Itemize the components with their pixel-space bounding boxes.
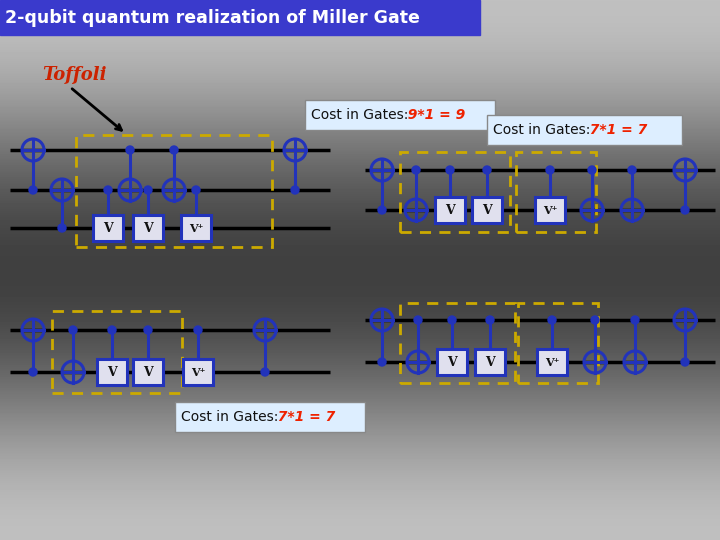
FancyBboxPatch shape bbox=[472, 197, 502, 223]
Text: V⁺: V⁺ bbox=[191, 367, 205, 377]
Text: V: V bbox=[485, 355, 495, 368]
Circle shape bbox=[414, 316, 422, 324]
Circle shape bbox=[681, 206, 689, 214]
FancyBboxPatch shape bbox=[437, 349, 467, 375]
Circle shape bbox=[170, 146, 178, 154]
Circle shape bbox=[628, 166, 636, 174]
Bar bbox=[0, 0, 480, 35]
Bar bbox=[305, 100, 495, 130]
Circle shape bbox=[261, 368, 269, 376]
FancyBboxPatch shape bbox=[537, 349, 567, 375]
Text: V: V bbox=[107, 366, 117, 379]
Text: V: V bbox=[103, 221, 113, 234]
Text: V⁺: V⁺ bbox=[543, 205, 557, 215]
Bar bbox=[52, 311, 182, 393]
Circle shape bbox=[58, 224, 66, 232]
Circle shape bbox=[448, 316, 456, 324]
Text: Toffoli: Toffoli bbox=[42, 66, 107, 84]
Circle shape bbox=[108, 326, 116, 334]
FancyBboxPatch shape bbox=[475, 349, 505, 375]
FancyBboxPatch shape bbox=[183, 359, 213, 385]
Text: 7*1 = 7: 7*1 = 7 bbox=[268, 410, 335, 424]
Circle shape bbox=[486, 316, 494, 324]
Bar bbox=[175, 402, 365, 432]
Text: V⁺: V⁺ bbox=[545, 356, 559, 368]
Circle shape bbox=[412, 166, 420, 174]
Circle shape bbox=[126, 146, 134, 154]
Circle shape bbox=[446, 166, 454, 174]
Text: V⁺: V⁺ bbox=[189, 222, 203, 233]
Circle shape bbox=[144, 326, 152, 334]
Circle shape bbox=[378, 206, 386, 214]
FancyBboxPatch shape bbox=[133, 359, 163, 385]
Circle shape bbox=[104, 186, 112, 194]
Bar bbox=[487, 115, 682, 145]
Circle shape bbox=[29, 186, 37, 194]
Text: 7*1 = 7: 7*1 = 7 bbox=[580, 123, 647, 137]
FancyBboxPatch shape bbox=[181, 215, 211, 241]
Bar bbox=[518, 303, 598, 383]
Circle shape bbox=[378, 358, 386, 366]
Circle shape bbox=[546, 166, 554, 174]
Circle shape bbox=[194, 326, 202, 334]
Text: 2-qubit quantum realization of Miller Gate: 2-qubit quantum realization of Miller Ga… bbox=[5, 9, 420, 27]
FancyBboxPatch shape bbox=[535, 197, 565, 223]
Bar bbox=[400, 303, 515, 383]
Text: V: V bbox=[143, 366, 153, 379]
FancyBboxPatch shape bbox=[133, 215, 163, 241]
Circle shape bbox=[588, 166, 596, 174]
Text: V: V bbox=[447, 355, 457, 368]
Circle shape bbox=[631, 316, 639, 324]
FancyBboxPatch shape bbox=[97, 359, 127, 385]
Text: Cost in Gates:: Cost in Gates: bbox=[493, 123, 590, 137]
Text: V: V bbox=[482, 204, 492, 217]
Circle shape bbox=[29, 368, 37, 376]
Circle shape bbox=[591, 316, 599, 324]
Circle shape bbox=[192, 186, 200, 194]
Text: Cost in Gates:: Cost in Gates: bbox=[311, 108, 408, 122]
Text: V: V bbox=[445, 204, 455, 217]
Bar bbox=[76, 135, 272, 247]
Circle shape bbox=[144, 186, 152, 194]
Text: V: V bbox=[143, 221, 153, 234]
Text: Cost in Gates:: Cost in Gates: bbox=[181, 410, 279, 424]
Circle shape bbox=[483, 166, 491, 174]
Circle shape bbox=[291, 186, 299, 194]
Circle shape bbox=[69, 326, 77, 334]
Bar bbox=[516, 152, 596, 232]
FancyBboxPatch shape bbox=[435, 197, 465, 223]
Text: 9*1 = 9: 9*1 = 9 bbox=[397, 108, 465, 122]
Circle shape bbox=[681, 358, 689, 366]
Circle shape bbox=[548, 316, 556, 324]
FancyBboxPatch shape bbox=[93, 215, 123, 241]
Bar bbox=[400, 152, 510, 232]
